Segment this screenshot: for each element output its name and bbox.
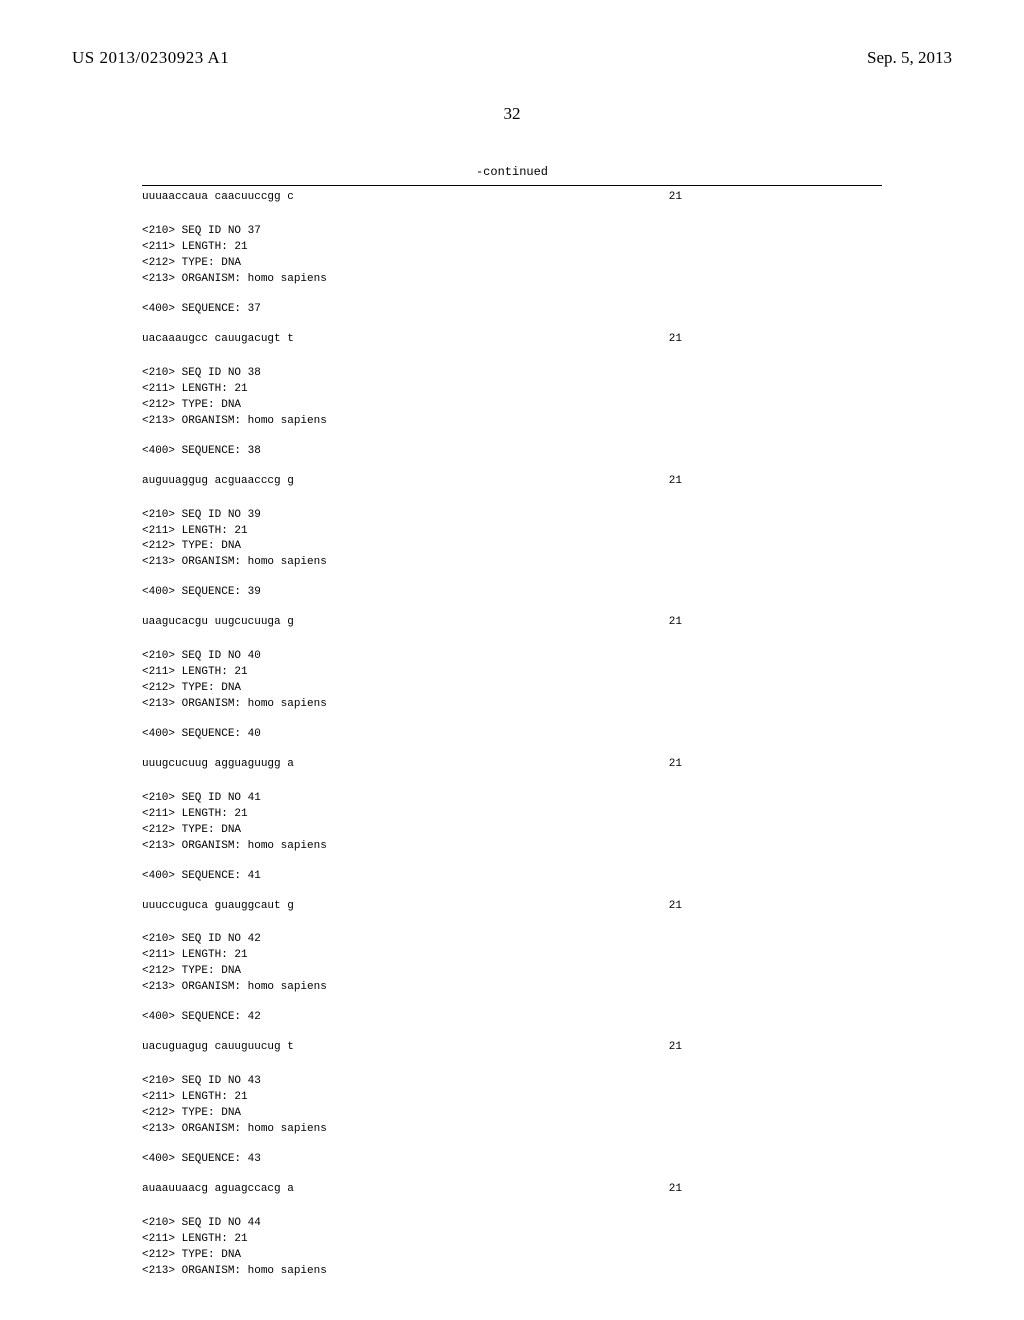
sequence-label: <400> SEQUENCE: 43	[142, 1152, 882, 1168]
continued-label: -continued	[142, 164, 882, 181]
meta-organism: <213> ORGANISM: homo sapiens	[142, 1264, 882, 1280]
meta-length: <211> LENGTH: 21	[142, 382, 882, 398]
sequence-length: 21	[669, 757, 882, 773]
sequence-text: uuuaaccaua caacuuccgg c	[142, 190, 294, 206]
meta-seq-id: <210> SEQ ID NO 40	[142, 649, 882, 665]
meta-organism: <213> ORGANISM: homo sapiens	[142, 414, 882, 430]
sequence-label: <400> SEQUENCE: 38	[142, 444, 882, 460]
meta-organism: <213> ORGANISM: homo sapiens	[142, 980, 882, 996]
meta-length: <211> LENGTH: 21	[142, 240, 882, 256]
sequence-length: 21	[669, 332, 882, 348]
meta-seq-id: <210> SEQ ID NO 37	[142, 224, 882, 240]
sequence-text: uacuguagug cauuguucug t	[142, 1040, 294, 1056]
sequence-meta: <210> SEQ ID NO 37 <211> LENGTH: 21 <212…	[142, 224, 882, 288]
sequence-text: uuuccuguca guauggcaut g	[142, 899, 294, 915]
meta-organism: <213> ORGANISM: homo sapiens	[142, 555, 882, 571]
sequence-text: uacaaaugcc cauugacugt t	[142, 332, 294, 348]
meta-seq-id: <210> SEQ ID NO 41	[142, 791, 882, 807]
sequence-meta: <210> SEQ ID NO 42 <211> LENGTH: 21 <212…	[142, 932, 882, 996]
publication-number: US 2013/0230923 A1	[72, 48, 229, 68]
sequence-meta: <210> SEQ ID NO 44 <211> LENGTH: 21 <212…	[142, 1216, 882, 1280]
meta-seq-id: <210> SEQ ID NO 39	[142, 508, 882, 524]
meta-length: <211> LENGTH: 21	[142, 524, 882, 540]
sequence-row: uacuguagug cauuguucug t 21	[142, 1040, 882, 1056]
page-header: US 2013/0230923 A1 Sep. 5, 2013	[72, 48, 952, 68]
sequence-row: uuuaaccaua caacuuccgg c 21	[142, 190, 882, 206]
sequence-meta: <210> SEQ ID NO 38 <211> LENGTH: 21 <212…	[142, 366, 882, 430]
sequence-label: <400> SEQUENCE: 42	[142, 1010, 882, 1026]
meta-type: <212> TYPE: DNA	[142, 539, 882, 555]
sequence-text: auguuaggug acguaacccg g	[142, 474, 294, 490]
sequence-length: 21	[669, 190, 882, 206]
meta-length: <211> LENGTH: 21	[142, 1090, 882, 1106]
meta-length: <211> LENGTH: 21	[142, 1232, 882, 1248]
sequence-meta: <210> SEQ ID NO 39 <211> LENGTH: 21 <212…	[142, 508, 882, 572]
meta-type: <212> TYPE: DNA	[142, 1106, 882, 1122]
sequence-row: uaagucacgu uugcucuuga g 21	[142, 615, 882, 631]
top-rule	[142, 185, 882, 186]
meta-type: <212> TYPE: DNA	[142, 681, 882, 697]
meta-seq-id: <210> SEQ ID NO 42	[142, 932, 882, 948]
sequence-label: <400> SEQUENCE: 41	[142, 869, 882, 885]
meta-length: <211> LENGTH: 21	[142, 665, 882, 681]
sequence-text: uaagucacgu uugcucuuga g	[142, 615, 294, 631]
meta-seq-id: <210> SEQ ID NO 44	[142, 1216, 882, 1232]
sequence-label: <400> SEQUENCE: 37	[142, 302, 882, 318]
meta-organism: <213> ORGANISM: homo sapiens	[142, 1122, 882, 1138]
sequence-row: auguuaggug acguaacccg g 21	[142, 474, 882, 490]
publication-date: Sep. 5, 2013	[867, 48, 952, 68]
meta-length: <211> LENGTH: 21	[142, 807, 882, 823]
sequence-row: uuuccuguca guauggcaut g 21	[142, 899, 882, 915]
sequence-row: uuugcucuug agguaguugg a 21	[142, 757, 882, 773]
sequence-text: uuugcucuug agguaguugg a	[142, 757, 294, 773]
meta-type: <212> TYPE: DNA	[142, 1248, 882, 1264]
sequence-length: 21	[669, 615, 882, 631]
meta-type: <212> TYPE: DNA	[142, 823, 882, 839]
meta-type: <212> TYPE: DNA	[142, 964, 882, 980]
meta-organism: <213> ORGANISM: homo sapiens	[142, 839, 882, 855]
sequence-listing: -continued uuuaaccaua caacuuccgg c 21 <2…	[142, 164, 882, 1279]
meta-seq-id: <210> SEQ ID NO 43	[142, 1074, 882, 1090]
sequence-meta: <210> SEQ ID NO 41 <211> LENGTH: 21 <212…	[142, 791, 882, 855]
sequence-length: 21	[669, 1040, 882, 1056]
sequence-text: auaauuaacg aguagccacg a	[142, 1182, 294, 1198]
sequence-row: uacaaaugcc cauugacugt t 21	[142, 332, 882, 348]
meta-type: <212> TYPE: DNA	[142, 398, 882, 414]
sequence-length: 21	[669, 899, 882, 915]
sequence-row: auaauuaacg aguagccacg a 21	[142, 1182, 882, 1198]
sequence-label: <400> SEQUENCE: 40	[142, 727, 882, 743]
meta-length: <211> LENGTH: 21	[142, 948, 882, 964]
page-number: 32	[72, 104, 952, 124]
meta-organism: <213> ORGANISM: homo sapiens	[142, 697, 882, 713]
sequence-meta: <210> SEQ ID NO 43 <211> LENGTH: 21 <212…	[142, 1074, 882, 1138]
sequence-label: <400> SEQUENCE: 39	[142, 585, 882, 601]
meta-seq-id: <210> SEQ ID NO 38	[142, 366, 882, 382]
sequence-meta: <210> SEQ ID NO 40 <211> LENGTH: 21 <212…	[142, 649, 882, 713]
meta-type: <212> TYPE: DNA	[142, 256, 882, 272]
meta-organism: <213> ORGANISM: homo sapiens	[142, 272, 882, 288]
sequence-length: 21	[669, 474, 882, 490]
sequence-length: 21	[669, 1182, 882, 1198]
